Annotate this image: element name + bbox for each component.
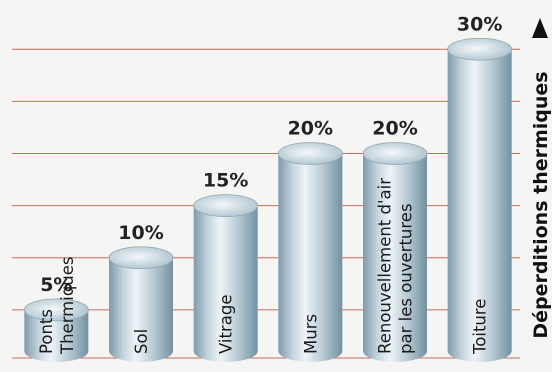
category-label: Thermiques	[58, 256, 77, 355]
axis-arrow-icon	[532, 18, 548, 38]
category-label: Sol	[132, 329, 151, 354]
bar-top	[447, 37, 513, 61]
bar-body	[278, 153, 343, 362]
bar-top	[362, 142, 428, 165]
bars	[23, 37, 513, 362]
bar	[277, 142, 343, 362]
bar-top	[193, 194, 259, 218]
bar-body	[193, 205, 258, 362]
value-label: 30%	[457, 13, 502, 35]
bar-body	[24, 309, 89, 362]
category-label: Vitrage	[217, 295, 236, 355]
y-axis-label: Déperditions thermiques	[530, 71, 552, 338]
bar-body	[363, 153, 427, 362]
value-label: 5%	[40, 274, 72, 296]
value-labels: 5% Ponts Thermiques 10% Sol 15% Vitrage 20% Murs…	[37, 13, 503, 355]
bar	[362, 142, 428, 362]
bar-top	[277, 142, 343, 165]
bar-body	[447, 49, 512, 362]
category-label: Renouvellement d'air	[376, 178, 395, 354]
value-label: 20%	[372, 118, 417, 140]
category-label: Toiture	[471, 299, 490, 355]
bar	[447, 37, 513, 362]
value-label: 15%	[203, 170, 248, 192]
value-label: 10%	[118, 222, 163, 244]
bar-body	[109, 257, 173, 362]
bar	[23, 298, 89, 362]
category-label: Murs	[301, 314, 320, 354]
bar	[108, 246, 174, 362]
value-label: 20%	[288, 118, 333, 140]
bar-top	[23, 298, 89, 322]
y-axis: Déperditions thermiques	[530, 18, 552, 339]
bar	[193, 194, 259, 362]
bar-top	[108, 246, 174, 270]
gridlines	[12, 48, 520, 359]
category-label: par les ouvertures	[397, 203, 416, 354]
category-label: Ponts	[37, 309, 56, 354]
